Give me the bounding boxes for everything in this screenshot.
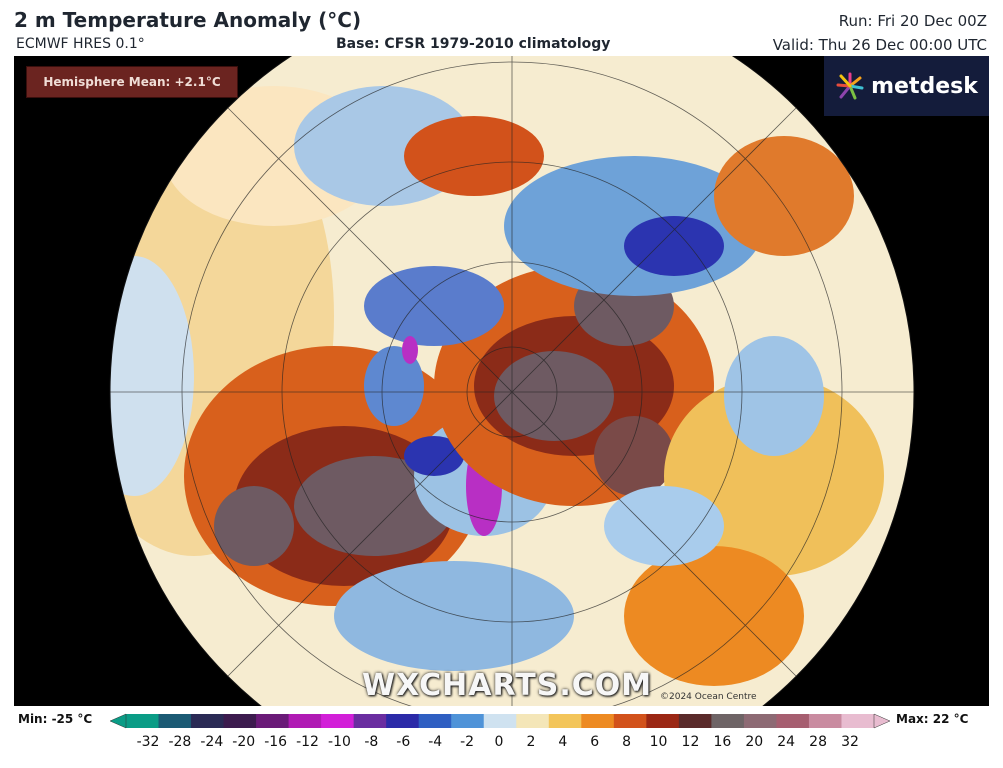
colorbar-cell [418,714,452,728]
colorbar-cell [191,714,225,728]
colorbar-cell [321,714,355,728]
graticule [110,56,914,706]
colorbar-tick-label: 16 [713,734,732,750]
colorbar-cell [808,714,842,728]
colorbar-tick-label: 20 [745,734,764,750]
colorbar-tick-label: 8 [622,734,632,750]
legend-max-label: Max: 22 °C [896,712,969,726]
colorbar-tick-label: 2 [526,734,536,750]
colorbar-tick-label: -12 [296,734,319,750]
colorbar-tick-label: -24 [200,734,224,750]
colorbar-cell [158,714,192,728]
colorbar-cell [126,714,160,728]
colorbar-tick-label: 28 [809,734,827,750]
colorbar-tick-label: 4 [558,734,568,750]
colorbar-cell [386,714,420,728]
metdesk-burst-icon [836,72,864,100]
colorbar-cell [516,714,550,728]
colorbar-tick-label: 12 [681,734,700,750]
model-label: ECMWF HRES 0.1° [16,36,145,52]
colorbar-cell [841,714,875,728]
colorbar-tick-label: -16 [264,734,288,750]
colorbar-min-arrow [110,713,127,729]
colorbar-cell [288,714,322,728]
colorbar-cell [548,714,582,728]
metdesk-logo: metdesk [824,56,989,116]
climatology-base-label: Base: CFSR 1979-2010 climatology [336,36,611,52]
colorbar-tick-label: -10 [328,734,351,750]
colorbar-cell [743,714,777,728]
copyright-text: ©2024 Ocean Centre [660,692,757,702]
colorbar-cell [776,714,810,728]
colorbar-tick-label: -20 [232,734,256,750]
valid-time-label: Valid: Thu 26 Dec 00:00 UTC [772,36,987,54]
colorbar-tick-label: 6 [590,734,600,750]
colorbar-cell [581,714,615,728]
colorbar-tick-label: 0 [494,734,504,750]
colorbar-tick-label: -32 [136,734,160,750]
colorbar-tick-label: 32 [841,734,859,750]
colorbar-cell [711,714,745,728]
colorbar-cell [451,714,485,728]
map-panel[interactable] [14,56,989,706]
anomaly-map [109,56,915,706]
colorbar-tick-label: 24 [777,734,796,750]
colorbar-cell [678,714,712,728]
colorbar-tick-label: 10 [649,734,668,750]
colorbar-tick-label: -28 [168,734,192,750]
colorbar-tick-label: -6 [396,734,411,750]
colorbar-tick-labels: -32 -28 -24 -20 -16 -12 -10 -8 -6 -4 -2 0 2 4 6 8 10 12 16… [0,734,1003,754]
logo-text: metdesk [871,73,978,99]
colorbar-cell [353,714,387,728]
colorbar-tick-label: -8 [364,734,379,750]
legend-min-label: Min: -25 °C [18,712,93,726]
colorbar-tick-label: -4 [428,734,443,750]
colorbar-cell [223,714,257,728]
colorbar-max-arrow [873,713,890,729]
chart-title: 2 m Temperature Anomaly (°C) [14,8,362,32]
colorbar-tick-label: -2 [460,734,475,750]
colorbar-cell [613,714,647,728]
colorbar [110,713,890,729]
colorbar-cell [646,714,680,728]
wxcharts-watermark: WXCHARTS.COM [362,668,653,703]
colorbar-cell [483,714,517,728]
hemisphere-mean-badge: Hemisphere Mean: +2.1°C [26,66,238,98]
colorbar-cell [256,714,290,728]
colorbar-cells [126,714,875,728]
run-time-label: Run: Fri 20 Dec 00Z [838,12,987,30]
